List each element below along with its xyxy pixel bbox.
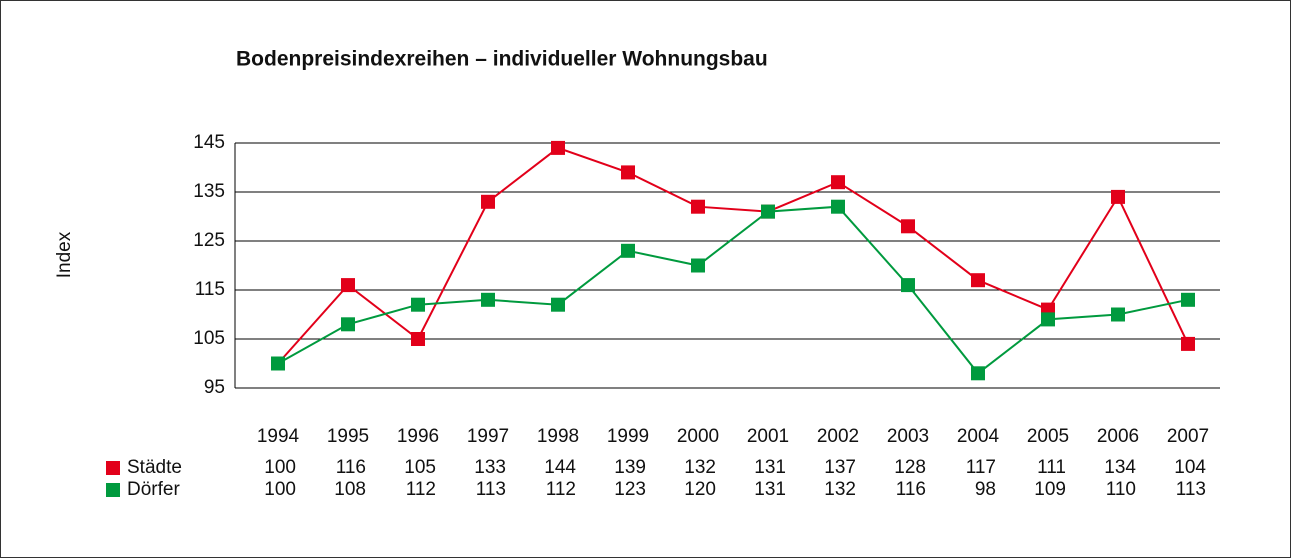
y-tick-label: 115 [195, 279, 225, 300]
table-value: 112 [546, 479, 576, 500]
x-tick-label: 2002 [817, 426, 859, 447]
x-tick-label: 2005 [1027, 426, 1069, 447]
x-tick-label: 1999 [607, 426, 649, 447]
table-value: 116 [896, 479, 926, 500]
y-axis-label: Index [54, 231, 75, 278]
table-value: 133 [474, 457, 506, 478]
point-marker [481, 194, 495, 209]
table-value: 132 [684, 457, 716, 478]
series-line [277, 205, 1189, 375]
table-value: 105 [404, 457, 436, 478]
table-value: 137 [824, 457, 856, 478]
table-value: 117 [966, 457, 996, 478]
x-tick-label: 2001 [747, 426, 789, 447]
point-marker [901, 278, 915, 293]
table-value: 109 [1034, 479, 1066, 500]
x-tick-label: 2007 [1167, 426, 1209, 447]
point-marker [1181, 336, 1195, 351]
y-tick-label: 125 [193, 230, 225, 251]
y-tick-label: 145 [193, 132, 225, 153]
y-tick-label: 95 [204, 377, 225, 398]
table-value: 128 [894, 457, 926, 478]
point-marker [831, 199, 845, 214]
table-value: 131 [754, 457, 786, 478]
point-marker [341, 278, 355, 293]
point-marker [551, 297, 565, 312]
point-marker [621, 243, 635, 258]
point-marker [691, 199, 705, 214]
chart-title: Bodenpreisindexreihen – individueller Wo… [236, 48, 768, 71]
x-tick-label: 2006 [1097, 426, 1139, 447]
x-tick-label: 1997 [467, 426, 509, 447]
table-value: 134 [1104, 457, 1136, 478]
legend-swatch [106, 461, 120, 475]
point-marker [691, 258, 705, 273]
x-tick-label: 1994 [257, 426, 300, 447]
table-value: 116 [336, 457, 366, 478]
x-tick-label: 2000 [677, 426, 719, 447]
table-value: 112 [406, 479, 436, 500]
point-marker [1111, 307, 1125, 322]
point-marker [271, 356, 285, 371]
point-marker [901, 219, 915, 234]
legend-label: Dörfer [127, 479, 180, 500]
table-value: 131 [754, 479, 786, 500]
point-marker [551, 140, 565, 155]
table-value: 113 [476, 479, 506, 500]
table-value: 132 [824, 479, 856, 500]
x-tick-label: 2003 [887, 426, 929, 447]
y-tick-label: 135 [193, 181, 225, 202]
table-value: 111 [1037, 457, 1066, 478]
point-marker [971, 273, 985, 288]
point-marker [481, 292, 495, 307]
table-value: 144 [544, 457, 576, 478]
table-value: 104 [1174, 457, 1206, 478]
table-value: 120 [684, 479, 716, 500]
legend-label: Städte [127, 457, 182, 478]
point-marker [1181, 292, 1195, 307]
table-value: 100 [264, 479, 296, 500]
point-marker [1111, 189, 1125, 204]
point-marker [621, 165, 635, 180]
point-marker [411, 297, 425, 312]
series-line [277, 146, 1189, 365]
point-marker [1041, 312, 1055, 327]
table-value: 139 [614, 457, 646, 478]
table-value: 123 [614, 479, 646, 500]
table-value: 98 [975, 479, 996, 500]
legend-swatch [106, 483, 120, 497]
table-value: 100 [264, 457, 296, 478]
table-value: 110 [1106, 479, 1136, 500]
point-marker [761, 204, 775, 219]
table-value: 113 [1176, 479, 1206, 500]
point-marker [341, 317, 355, 332]
x-tick-label: 1995 [327, 426, 369, 447]
x-tick-label: 1998 [537, 426, 579, 447]
point-marker [831, 175, 845, 190]
point-marker [411, 332, 425, 346]
x-tick-label: 2004 [957, 426, 1000, 447]
y-tick-label: 105 [193, 328, 225, 349]
point-marker [971, 366, 985, 381]
x-tick-label: 1996 [397, 426, 439, 447]
table-value: 108 [334, 479, 366, 500]
